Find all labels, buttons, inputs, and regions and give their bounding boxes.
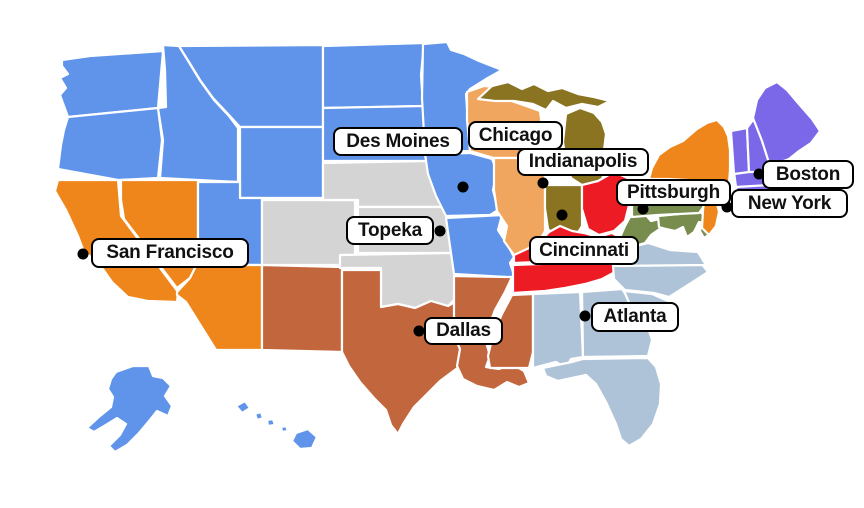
city-label-pittsburgh[interactable]: Pittsburgh [616,179,731,206]
state-hawaii[interactable] [234,399,252,415]
city-dot-des-moines [457,181,469,193]
city-dot-atlanta [579,310,591,322]
state-wyoming[interactable] [238,125,325,200]
city-label-boston[interactable]: Boston [762,160,854,189]
city-label-indianapolis[interactable]: Indianapolis [517,148,649,176]
state-hawaii[interactable] [290,427,319,451]
state-alaska[interactable] [85,364,174,454]
city-label-dallas[interactable]: Dallas [424,317,503,345]
city-dot-topeka [434,225,446,237]
city-label-des-moines[interactable]: Des Moines [333,127,463,156]
city-label-san-francisco[interactable]: San Francisco [91,238,249,268]
city-label-chicago[interactable]: Chicago [468,121,563,150]
city-label-topeka[interactable]: Topeka [346,216,434,245]
city-label-atlanta[interactable]: Atlanta [591,302,679,332]
city-dot-dallas [413,325,425,337]
state-texas[interactable] [340,268,465,436]
state-tennessee[interactable] [511,259,622,295]
city-label-cincinnati[interactable]: Cincinnati [529,236,639,265]
city-dot-indianapolis [537,177,549,189]
city-label-new-york[interactable]: New York [731,189,848,218]
state-washington[interactable] [58,49,165,119]
city-dot-boston [753,168,765,180]
state-florida[interactable] [541,356,663,448]
city-dot-cincinnati [556,209,568,221]
state-north-dakota[interactable] [321,41,426,110]
city-dot-pittsburgh [637,203,649,215]
state-hawaii[interactable] [265,417,277,428]
state-alabama[interactable] [531,290,585,370]
state-missouri[interactable] [444,213,516,283]
state-hawaii[interactable] [253,410,265,422]
state-michigan-upper-peninsula[interactable] [476,80,612,112]
state-hawaii[interactable] [279,424,290,434]
state-new-mexico[interactable] [260,263,344,354]
state-oregon[interactable] [56,106,164,182]
city-dot-san-francisco [77,248,89,260]
